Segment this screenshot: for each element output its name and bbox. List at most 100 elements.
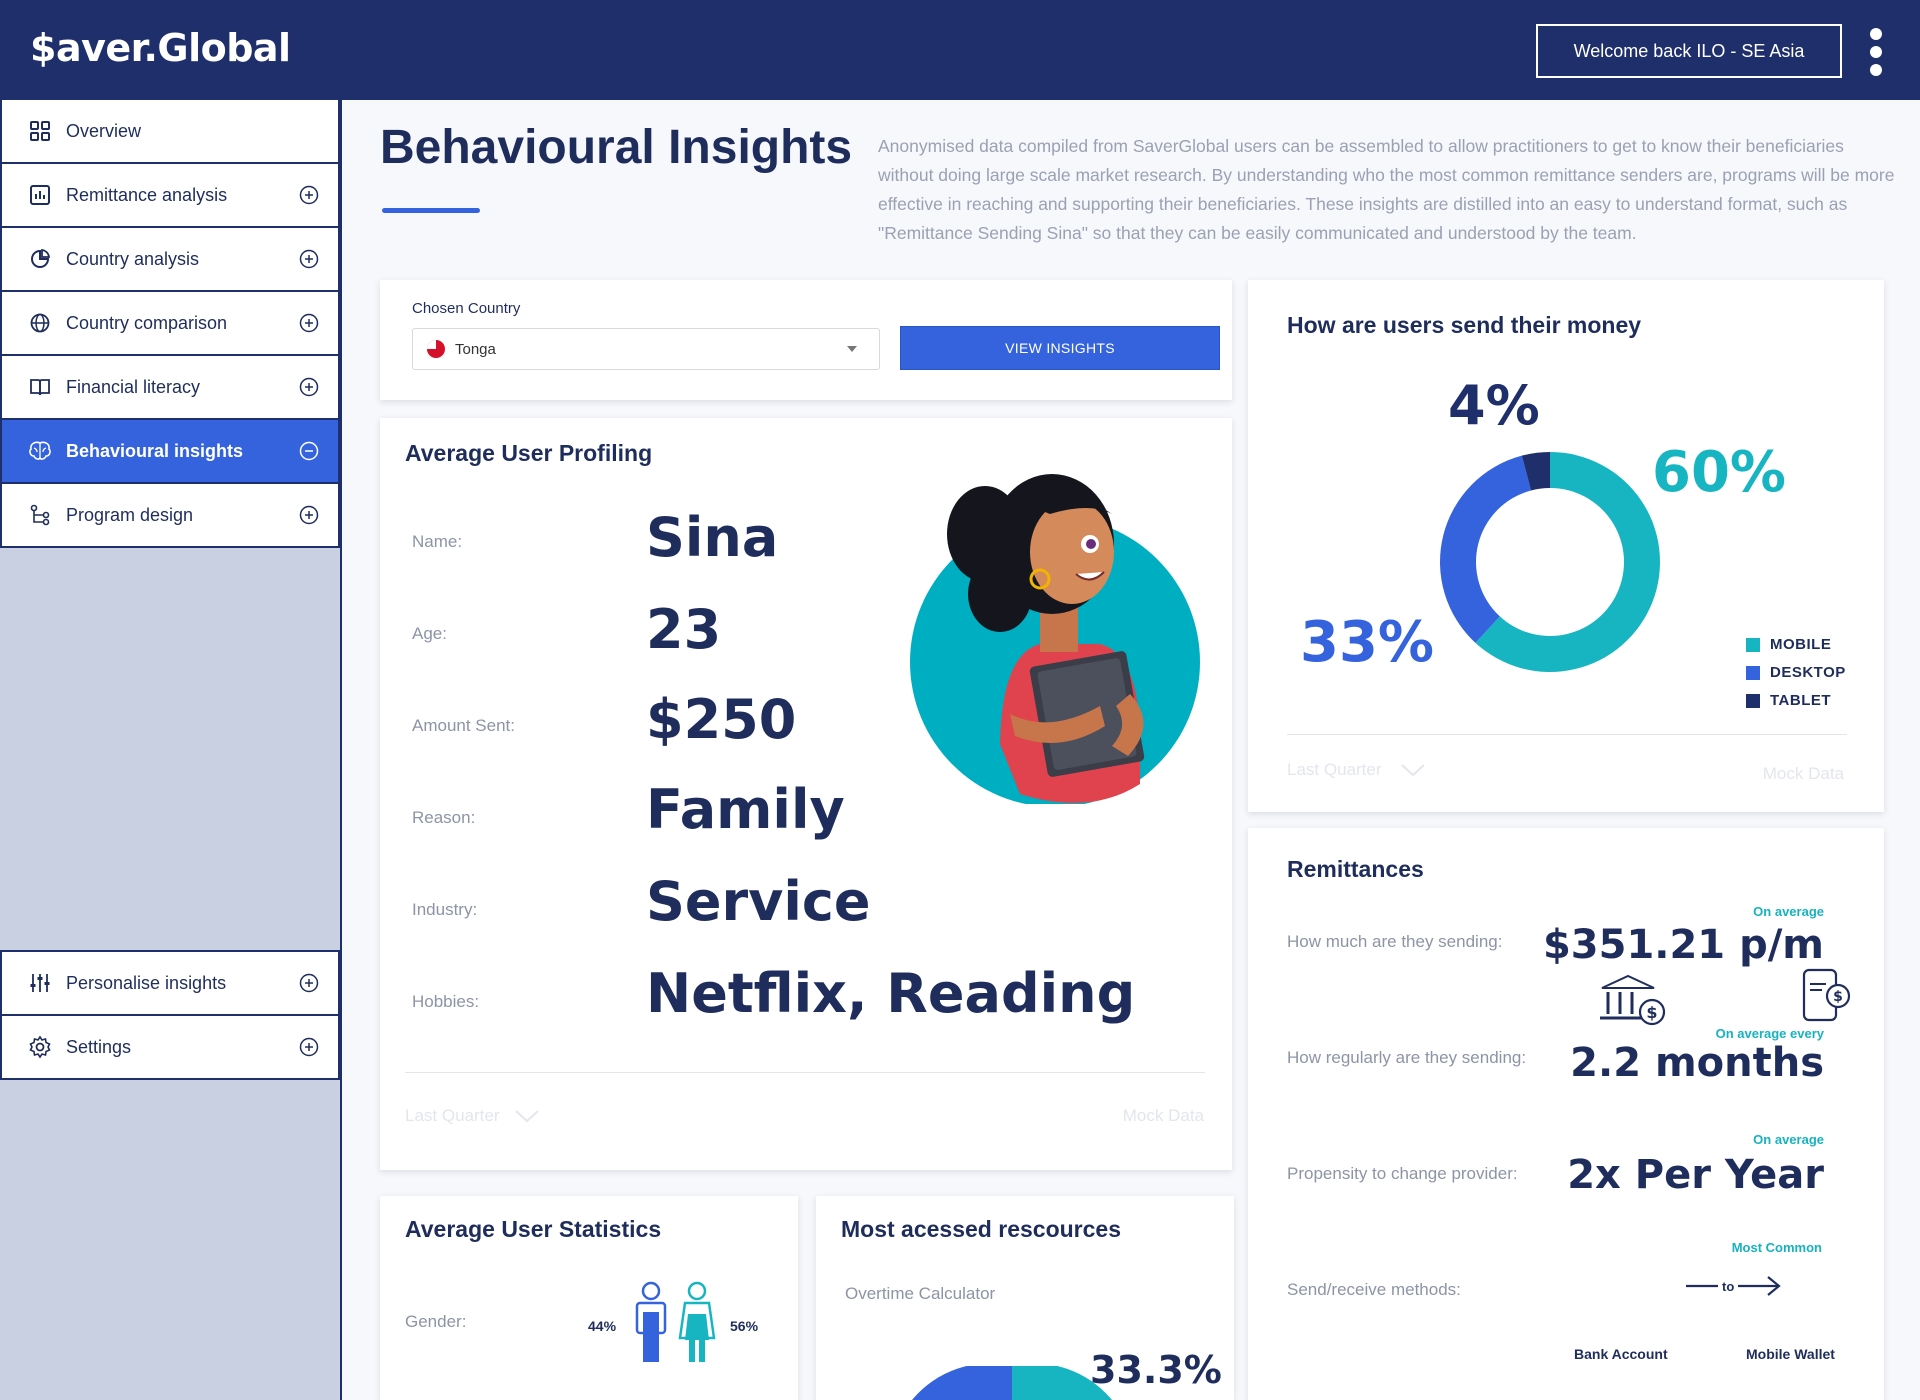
resource-item[interactable]: Overtime Calculator xyxy=(845,1284,996,1303)
desktop-pct-label: 33% xyxy=(1300,610,1435,675)
sidebar-item-country-analysis[interactable]: Country analysis xyxy=(0,228,340,292)
collapse-icon[interactable] xyxy=(298,440,320,462)
title-underline xyxy=(382,208,480,213)
card-title: How are users send their money xyxy=(1287,312,1642,338)
expand-icon[interactable] xyxy=(298,972,320,994)
flow-icon xyxy=(28,503,52,527)
sidebar-item-label: Country comparison xyxy=(66,312,228,333)
remittance-note: On average xyxy=(1753,1132,1824,1147)
sliders-icon xyxy=(28,971,52,995)
remittance-question: Propensity to change provider: xyxy=(1287,1164,1518,1183)
pie-chart-icon xyxy=(28,247,52,271)
profile-label: Reason: xyxy=(412,808,476,827)
more-options-icon[interactable] xyxy=(1866,28,1886,76)
remittance-question: Send/receive methods: xyxy=(1287,1280,1461,1299)
mobile-pct-label: 60% xyxy=(1652,440,1787,505)
remittance-value: 2x Per Year xyxy=(1567,1152,1824,1198)
resource-donut-chart xyxy=(912,1366,1112,1400)
legend-label: DESKTOP xyxy=(1770,664,1846,681)
profile-label: Industry: xyxy=(412,900,478,919)
mobile-wallet-icon: $ xyxy=(1802,968,1851,1022)
country-dropdown[interactable]: Tonga xyxy=(412,328,880,370)
arrow-to-label: to xyxy=(1722,1278,1735,1294)
page-intro: Anonymised data compiled from SaverGloba… xyxy=(878,136,1895,243)
send-receive-arrow: to xyxy=(1686,1274,1782,1298)
view-insights-button[interactable]: VIEW INSIGHTS xyxy=(900,326,1220,370)
period-label: Last Quarter xyxy=(1287,760,1382,779)
chosen-country-label: Chosen Country xyxy=(412,300,521,317)
data-source-label: Mock Data xyxy=(1122,1106,1204,1125)
card-title: Remittances xyxy=(1287,856,1424,882)
country-selector-card: Chosen Country Tonga VIEW INSIGHTS xyxy=(380,280,1232,400)
sidebar-item-label: Settings xyxy=(66,1036,132,1057)
sidebar-item-personalise-insights[interactable]: Personalise insights xyxy=(0,950,340,1016)
sidebar-item-remittance-analysis[interactable]: Remittance analysis xyxy=(0,164,340,228)
expand-icon[interactable] xyxy=(298,312,320,334)
user-statistics-card: Average User Statistics Gender: 44% 56% xyxy=(380,1196,798,1400)
sidebar-item-country-comparison[interactable]: Country comparison xyxy=(0,292,340,356)
expand-icon[interactable] xyxy=(298,248,320,270)
male-pct: 44% xyxy=(588,1318,617,1334)
remittance-question: How much are they sending: xyxy=(1287,932,1503,951)
female-pct: 56% xyxy=(730,1318,759,1334)
expand-icon[interactable] xyxy=(298,1036,320,1058)
avatar-illustration xyxy=(910,474,1200,804)
device-usage-card: How are users send their money 4% 60% 33… xyxy=(1248,280,1884,812)
profile-value: Netflix, Reading xyxy=(646,962,1136,1025)
donut-slice-desktop xyxy=(1440,455,1532,643)
profile-label: Age: xyxy=(412,624,447,643)
page-title: Behavioural Insights xyxy=(380,121,853,174)
sidebar: Overview Remittance analysis Country ana… xyxy=(0,100,342,1400)
sidebar-item-financial-literacy[interactable]: Financial literacy xyxy=(0,356,340,420)
period-selector[interactable]: Last Quarter xyxy=(405,1106,540,1126)
sidebar-item-label: Overview xyxy=(66,120,142,141)
remittance-question: How regularly are they sending: xyxy=(1287,1048,1527,1067)
profile-value: Family xyxy=(646,778,845,841)
legend-item-tablet: TABLET xyxy=(1746,692,1831,709)
remittance-value: $351.21 p/m xyxy=(1542,922,1824,968)
profile-label: Name: xyxy=(412,532,463,551)
sidebar-item-label: Country analysis xyxy=(66,248,200,269)
legend-swatch xyxy=(1746,637,1760,652)
brain-icon xyxy=(28,439,52,463)
user-profiling-card: Average User Profiling Name: Sina Age: 2… xyxy=(380,418,1232,1170)
saverglobal-logo[interactable]: $aver.Global xyxy=(30,26,291,70)
legend-item-desktop: DESKTOP xyxy=(1746,664,1846,681)
expand-icon[interactable] xyxy=(298,376,320,398)
card-divider xyxy=(1287,734,1847,735)
sidebar-item-label: Behavioural insights xyxy=(66,440,244,461)
chevron-down-icon xyxy=(1400,764,1425,777)
remittances-card: Remittances How much are they sending: O… xyxy=(1248,828,1884,1400)
expand-icon[interactable] xyxy=(298,184,320,206)
card-title: Most acessed rescources xyxy=(841,1216,1121,1242)
tablet-pct-label: 4% xyxy=(1448,374,1540,437)
resource-pct: 33.3% xyxy=(1090,1348,1222,1392)
profile-value: Service xyxy=(646,870,871,933)
remittance-value: 2.2 months xyxy=(1570,1040,1824,1086)
period-selector[interactable]: Last Quarter xyxy=(1287,760,1426,780)
chevron-down-icon xyxy=(847,346,857,352)
sidebar-item-label: Financial literacy xyxy=(66,376,201,397)
sidebar-item-overview[interactable]: Overview xyxy=(0,100,340,164)
welcome-button[interactable]: Welcome back ILO - SE Asia xyxy=(1536,24,1842,78)
sidebar-item-behavioural-insights[interactable]: Behavioural insights xyxy=(0,420,340,484)
card-divider xyxy=(405,1072,1205,1073)
sidebar-item-label: Personalise insights xyxy=(66,972,227,993)
bar-chart-icon xyxy=(28,183,52,207)
gender-label: Gender: xyxy=(405,1312,467,1331)
female-icon xyxy=(678,1281,716,1362)
sidebar-item-settings[interactable]: Settings xyxy=(0,1016,340,1080)
data-source-label: Mock Data xyxy=(1762,764,1844,783)
resources-card: Most acessed rescources Overtime Calcula… xyxy=(816,1196,1234,1400)
donut-slice-tablet xyxy=(1521,452,1550,491)
svg-text:$: $ xyxy=(1646,1003,1657,1022)
device-donut-chart xyxy=(1440,452,1660,672)
legend-label: TABLET xyxy=(1770,692,1832,709)
country-selected-value: Tonga xyxy=(455,340,496,358)
legend-item-mobile: MOBILE xyxy=(1746,636,1831,653)
expand-icon[interactable] xyxy=(298,504,320,526)
profile-value: $250 xyxy=(646,688,797,751)
arrow-right-icon xyxy=(1738,1276,1782,1296)
method-from-label: Bank Account xyxy=(1574,1346,1668,1362)
sidebar-item-program-design[interactable]: Program design xyxy=(0,484,340,548)
